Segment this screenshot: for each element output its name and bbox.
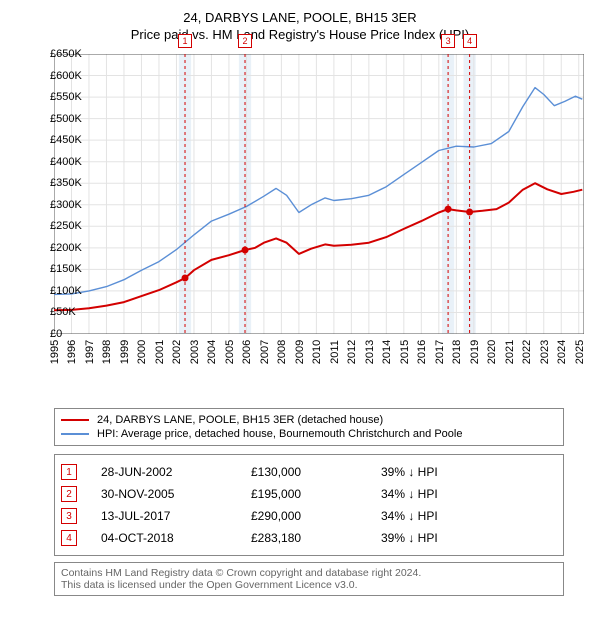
legend-box: 24, DARBYS LANE, POOLE, BH15 3ER (detach… [54,408,564,446]
x-tick-label: 2020 [486,340,498,364]
legend-item: HPI: Average price, detached house, Bour… [61,427,557,441]
x-tick-label: 2011 [329,340,341,364]
transaction-delta: 34% ↓ HPI [381,487,511,501]
legend-label: 24, DARBYS LANE, POOLE, BH15 3ER (detach… [97,414,383,426]
x-tick-label: 2021 [504,340,516,364]
transaction-date: 28-JUN-2002 [101,465,251,479]
transaction-row: 1 28-JUN-2002£130,00039% ↓ HPI [61,461,557,483]
x-tick-label: 2007 [259,340,271,364]
x-tick-label: 2023 [539,340,551,364]
x-tick-label: 2003 [189,340,201,364]
transaction-price: £130,000 [251,465,381,479]
x-tick-label: 2002 [171,340,183,364]
x-tick-label: 2014 [381,340,393,364]
x-tick-label: 2013 [364,340,376,364]
sale-marker-badge: 1 [178,34,192,48]
x-tick-label: 2019 [469,340,481,364]
x-tick-label: 1998 [101,340,113,364]
x-tick-label: 2006 [241,340,253,364]
x-tick-label: 2004 [206,340,218,364]
chart-container: 24, DARBYS LANE, POOLE, BH15 3ER Price p… [0,0,600,604]
sale-marker-badge: 2 [238,34,252,48]
plot-svg [54,54,584,334]
x-tick-label: 2016 [416,340,428,364]
legend-label: HPI: Average price, detached house, Bour… [97,428,462,440]
footer-line-2: This data is licensed under the Open Gov… [61,579,557,591]
x-tick-label: 2009 [294,340,306,364]
transaction-row: 4 04-OCT-2018£283,18039% ↓ HPI [61,527,557,549]
x-tick-label: 2000 [136,340,148,364]
transactions-table: 128-JUN-2002£130,00039% ↓ HPI230-NOV-200… [54,454,564,556]
transaction-price: £290,000 [251,509,381,523]
legend-item: 24, DARBYS LANE, POOLE, BH15 3ER (detach… [61,413,557,427]
x-tick-label: 2008 [276,340,288,364]
footer-line-1: Contains HM Land Registry data © Crown c… [61,567,557,579]
x-tick-label: 2001 [154,340,166,364]
x-tick-label: 2022 [521,340,533,364]
x-tick-label: 1999 [119,340,131,364]
footer-box: Contains HM Land Registry data © Crown c… [54,562,564,596]
transaction-price: £283,180 [251,531,381,545]
legend-swatch [61,433,89,435]
chart-subtitle: Price paid vs. HM Land Registry's House … [10,27,590,42]
transaction-row: 2 30-NOV-2005£195,00034% ↓ HPI [61,483,557,505]
x-tick-label: 2025 [574,340,586,364]
x-tick-label: 2010 [311,340,323,364]
x-tick-label: 2005 [224,340,236,364]
x-tick-label: 1996 [66,340,78,364]
transaction-badge: 3 [61,508,77,524]
x-tick-label: 2018 [451,340,463,364]
transaction-delta: 39% ↓ HPI [381,465,511,479]
x-tick-label: 2015 [399,340,411,364]
transaction-date: 04-OCT-2018 [101,531,251,545]
transaction-badge: 2 [61,486,77,502]
transaction-delta: 34% ↓ HPI [381,509,511,523]
legend-swatch [61,419,89,421]
transaction-date: 13-JUL-2017 [101,509,251,523]
transaction-delta: 39% ↓ HPI [381,531,511,545]
x-tick-label: 2012 [346,340,358,364]
transaction-badge: 1 [61,464,77,480]
chart-title: 24, DARBYS LANE, POOLE, BH15 3ER [10,10,590,25]
transaction-row: 3 13-JUL-2017£290,00034% ↓ HPI [61,505,557,527]
x-tick-label: 1997 [84,340,96,364]
sale-marker-badge: 4 [463,34,477,48]
sale-marker-badge: 3 [441,34,455,48]
x-tick-label: 1995 [49,340,61,364]
chart-wrap: 1234 £0£50K£100K£150K£200K£250K£300K£350… [10,50,590,380]
transaction-badge: 4 [61,530,77,546]
plot-area: 1234 [54,54,584,334]
x-tick-label: 2024 [556,340,568,364]
x-tick-label: 2017 [434,340,446,364]
transaction-date: 30-NOV-2005 [101,487,251,501]
transaction-price: £195,000 [251,487,381,501]
